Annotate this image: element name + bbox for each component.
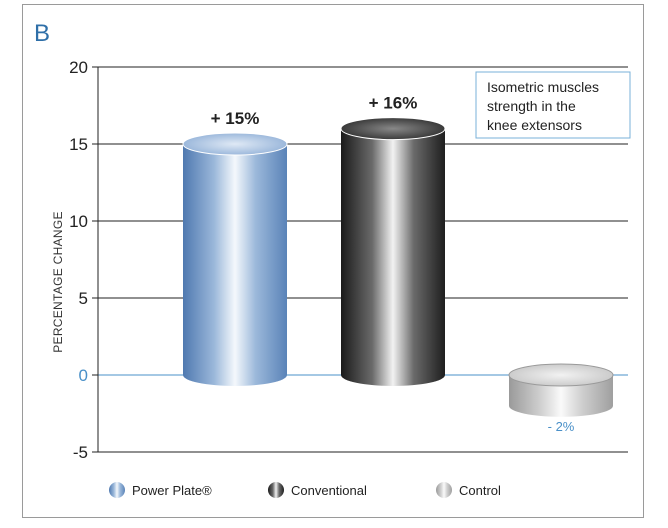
legend-item-control: Control <box>436 482 501 498</box>
bar-control <box>508 363 614 417</box>
legend-item-power-plate: Power Plate® <box>109 482 212 498</box>
annotation-border <box>475 71 631 139</box>
annotation-box: Isometric muscles strength in the knee e… <box>475 71 631 139</box>
data-label: + 15% <box>211 109 260 128</box>
y-tick-label: 5 <box>79 289 88 308</box>
bar-top <box>340 117 446 141</box>
legend-label: Conventional <box>291 483 367 498</box>
legend-item-conventional: Conventional <box>268 482 367 498</box>
bar-body <box>509 375 613 417</box>
legend-swatch-icon <box>436 482 452 498</box>
bar-top <box>508 363 614 387</box>
panel-letter: B <box>34 20 51 47</box>
y-tick-label: 15 <box>69 135 88 154</box>
bar-body <box>341 128 445 386</box>
data-label: + 16% <box>369 94 418 113</box>
legend-swatch-icon <box>109 482 125 498</box>
legend-label: Control <box>459 483 501 498</box>
y-tick-label: -5 <box>73 443 88 462</box>
legend: Power Plate® Conventional Control <box>109 482 501 498</box>
bar-conventional <box>340 117 446 386</box>
annotation-line-2: strength in the <box>487 98 576 114</box>
legend-swatch-icon <box>268 482 284 498</box>
annotation-line-1: Isometric muscles <box>487 79 599 95</box>
bar-power-plate <box>182 132 288 386</box>
y-tick-label: 20 <box>69 58 88 77</box>
y-tick-label: 10 <box>69 212 88 231</box>
bar-body <box>183 144 287 386</box>
legend-label: Power Plate® <box>132 483 212 498</box>
y-tick-label: 0 <box>79 366 88 385</box>
data-label: - 2% <box>548 419 575 434</box>
bars <box>182 117 614 417</box>
y-axis-label: PERCENTAGE CHANGE <box>51 211 65 353</box>
annotation-line-3: knee extensors <box>487 117 582 133</box>
bar-top <box>182 132 288 156</box>
data-labels: + 15% + 16% - 2% <box>211 94 575 434</box>
y-axis: -5 0 5 10 15 20 <box>69 58 99 462</box>
